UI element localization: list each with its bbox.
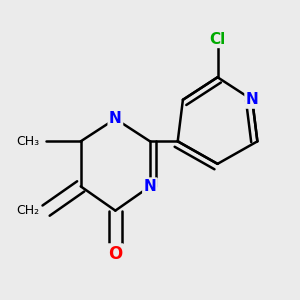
Text: N: N: [246, 92, 259, 107]
Text: CH₃: CH₃: [16, 135, 39, 148]
Text: N: N: [109, 111, 122, 126]
Text: O: O: [108, 245, 122, 263]
Text: CH₂: CH₂: [16, 204, 39, 217]
Text: Cl: Cl: [209, 32, 226, 47]
Text: N: N: [144, 179, 156, 194]
